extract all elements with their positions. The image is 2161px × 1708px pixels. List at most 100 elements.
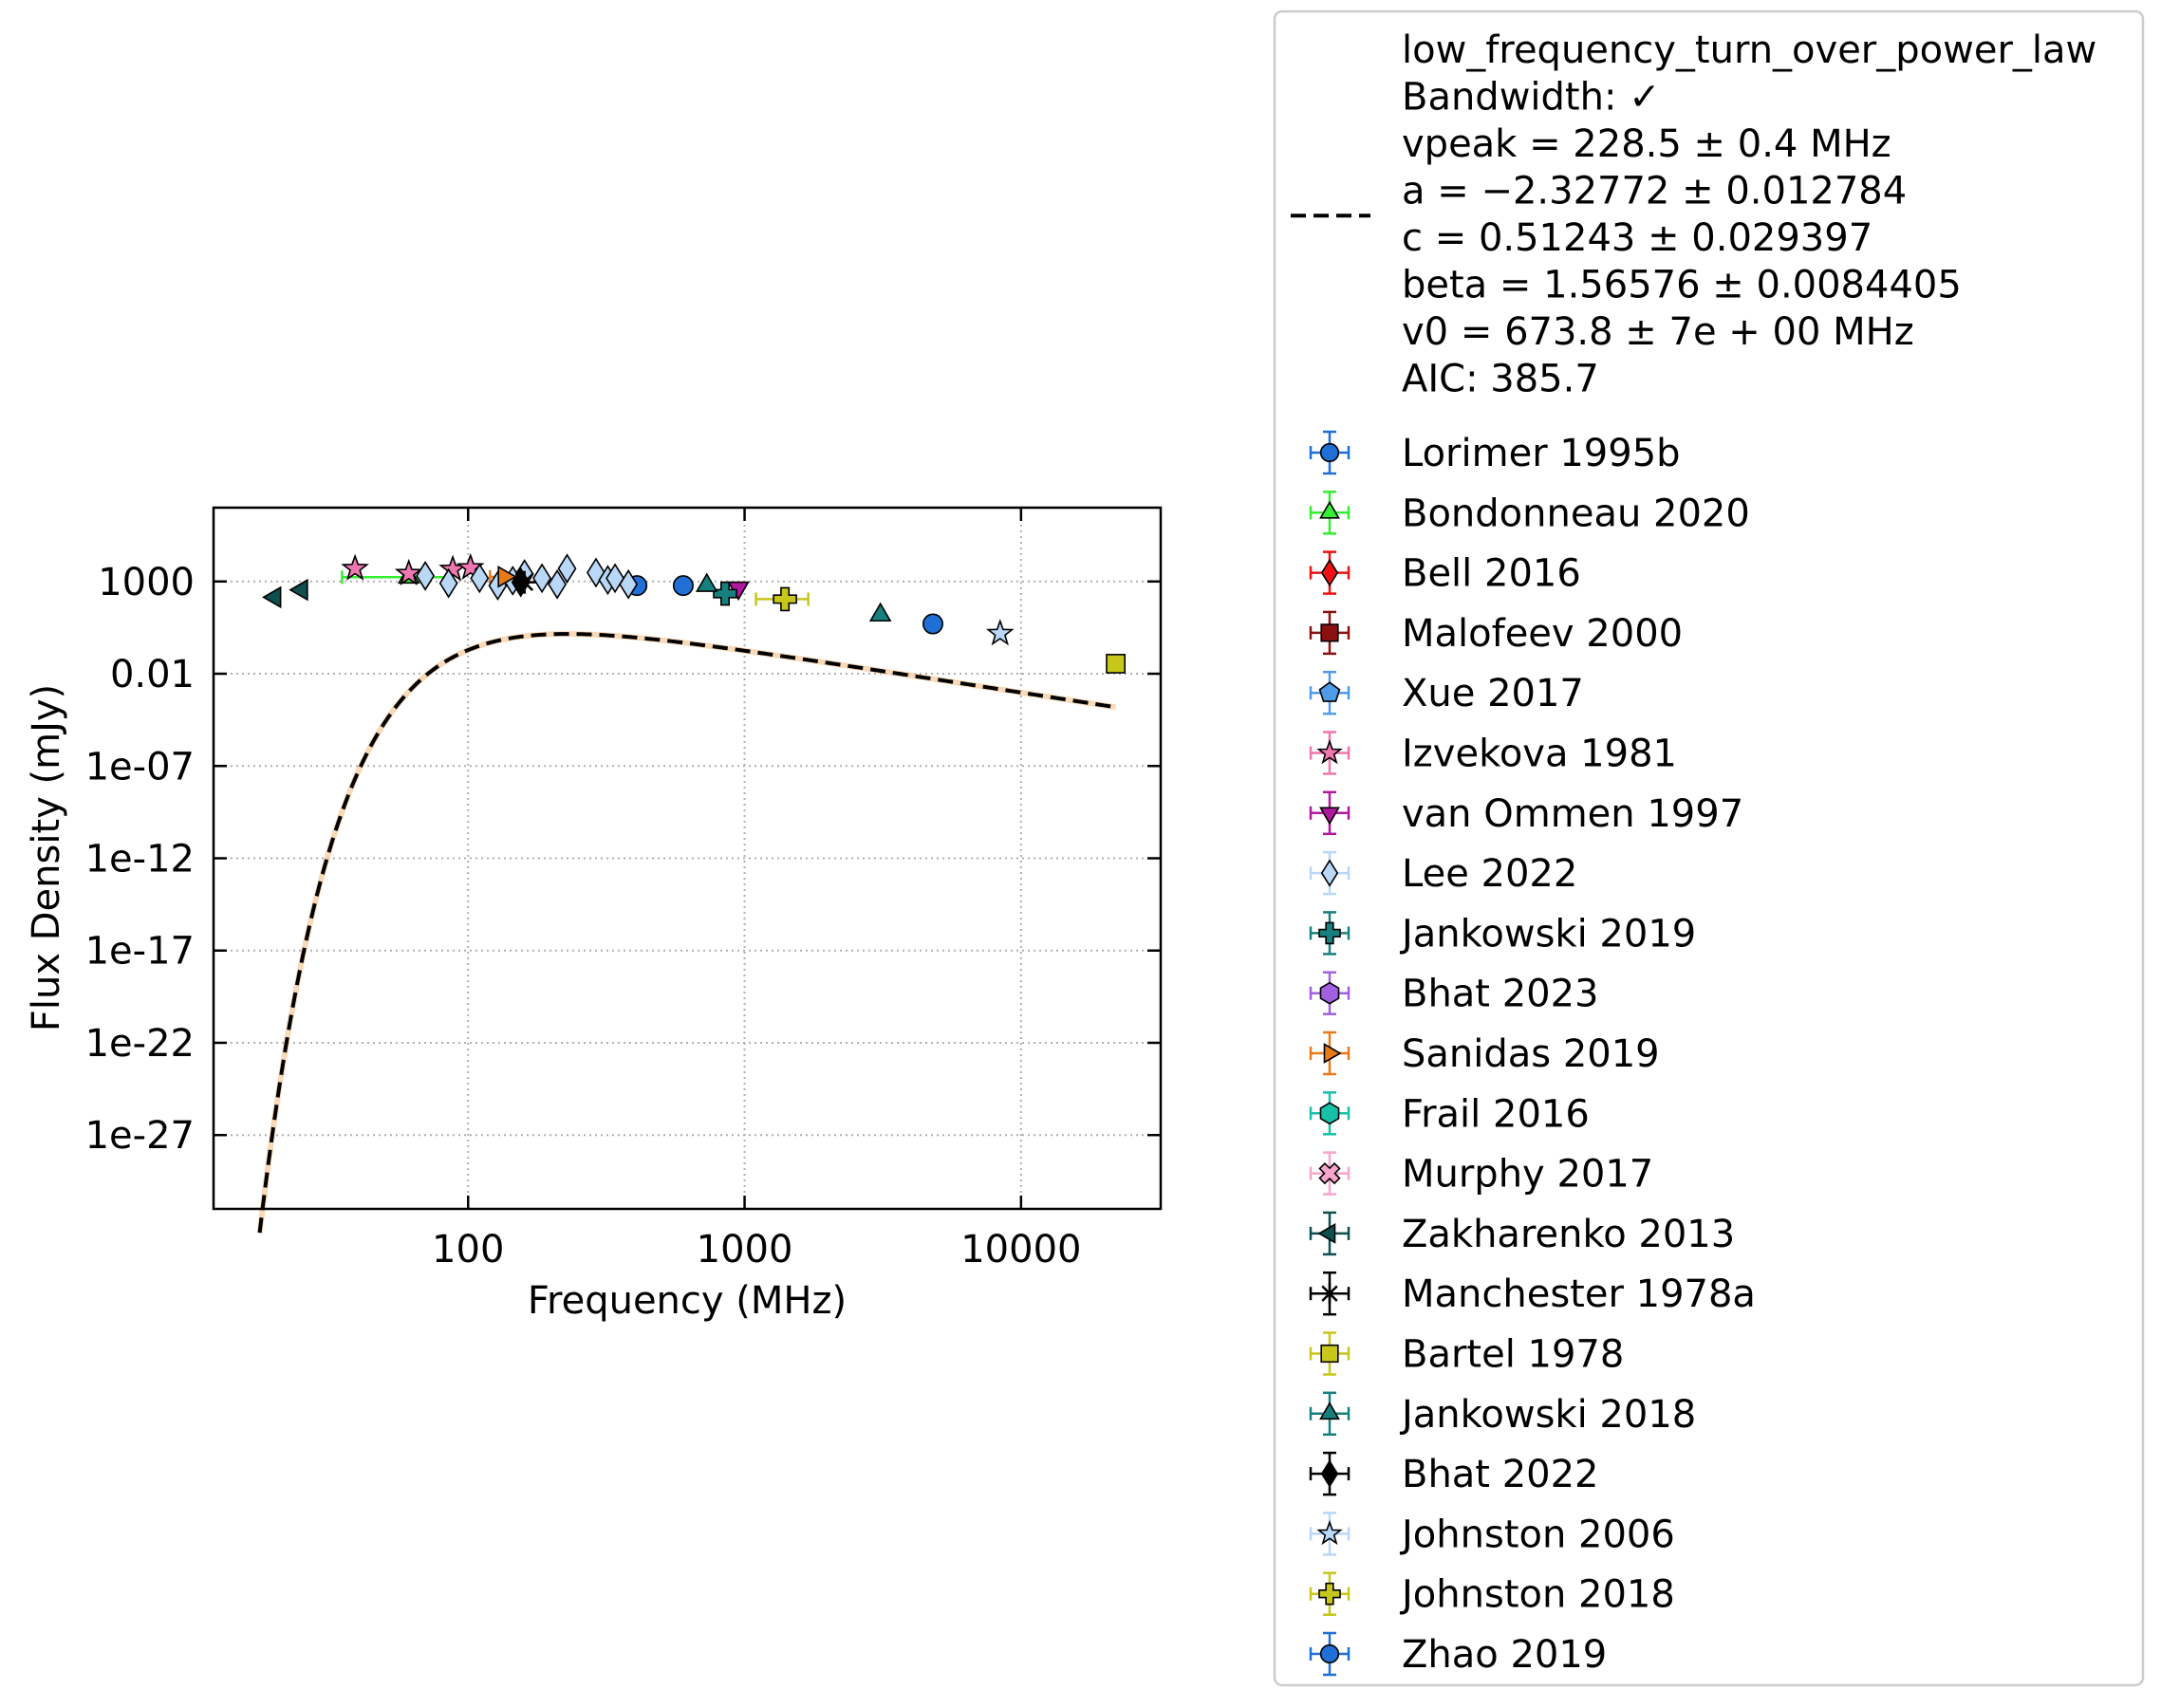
legend-item-lorimer-1995b: Lorimer 1995b — [1309, 430, 1681, 475]
zhao-2019-point — [672, 575, 694, 597]
legend-marker — [1320, 623, 1339, 642]
legend-label: Zakharenko 2013 — [1402, 1213, 1735, 1256]
legend-item-bondonneau-2020: Bondonneau 2020 — [1309, 491, 1750, 535]
legend-fit-text: low_frequency_turn_over_power_law — [1402, 28, 2096, 72]
legend-label: Bondonneau 2020 — [1402, 492, 1750, 535]
legend-series-entries: Lorimer 1995b Bondonneau 2020 Bell 2016 Mal… — [1309, 430, 1756, 1677]
legend-label: Sanidas 2019 — [1402, 1032, 1660, 1076]
legend-label: Bhat 2022 — [1402, 1453, 1599, 1496]
lee-2022-point — [548, 568, 568, 600]
legend-item-jankowski-2019: Jankowski 2019 — [1309, 911, 1696, 956]
legend-item-sanidas-2019: Sanidas 2019 — [1309, 1030, 1660, 1076]
legend-item-johnston-2006: Johnston 2006 — [1309, 1512, 1675, 1556]
legend-fit-text: v0 = 673.8 ± 7e + 00 MHz — [1402, 310, 1914, 354]
johnston-2018-point — [773, 586, 797, 612]
legend-label: Frail 2016 — [1402, 1092, 1590, 1136]
legend-fit-text: vpeak = 228.5 ± 0.4 MHz — [1402, 122, 1891, 166]
x-tick-label: 100 — [432, 1228, 504, 1272]
legend-label: Johnston 2018 — [1399, 1573, 1675, 1617]
legend-fit-entry: low_frequency_turn_over_power_lawBandwid… — [1291, 28, 2096, 401]
legend-fit-text: c = 0.51243 ± 0.029397 — [1402, 216, 1872, 260]
fit-curve — [257, 632, 1116, 1234]
jankowski-2018-point — [868, 602, 892, 622]
fit-uncertainty-band — [256, 631, 1117, 1234]
legend-item-zakharenko-2013: Zakharenko 2013 — [1309, 1211, 1735, 1256]
legend-marker — [1320, 558, 1339, 587]
y-tick-label: 1e-27 — [85, 1114, 195, 1158]
legend-fit-text: Bandwidth: ✓ — [1402, 76, 1661, 120]
legend-label: Bhat 2023 — [1402, 973, 1599, 1016]
bartel-1978-point — [1106, 654, 1126, 674]
legend-label: Johnston 2006 — [1399, 1513, 1675, 1556]
legend-label: Jankowski 2019 — [1399, 912, 1696, 956]
johnston-2006-point — [985, 619, 1015, 646]
legend-marker — [1318, 681, 1341, 702]
legend-marker — [1318, 1582, 1341, 1606]
zhao-2019-point — [922, 613, 943, 635]
lee-2022-point — [416, 561, 436, 591]
bhat-2022-point — [511, 566, 531, 598]
x-axis-title: Frequency (MHz) — [528, 1279, 847, 1323]
legend-marker — [1319, 442, 1340, 463]
legend-marker — [1320, 1344, 1339, 1364]
y-tick-label: 1000 — [98, 561, 195, 604]
legend-item-van-ommen-1997: van Ommen 1997 — [1309, 790, 1743, 836]
grid — [214, 508, 1161, 1209]
legend-frame — [1273, 9, 2145, 1687]
lee-2022-point — [557, 553, 577, 585]
legend-marker — [1318, 921, 1341, 945]
legend-item-frail-2016: Frail 2016 — [1309, 1091, 1590, 1136]
legend-marker — [1316, 1519, 1343, 1546]
legend-item-manchester-1978a: Manchester 1978a — [1309, 1271, 1756, 1316]
data-points — [262, 552, 1126, 674]
legend-label: van Ommen 1997 — [1402, 792, 1743, 836]
legend-fit-text: AIC: 385.7 — [1402, 358, 1599, 401]
y-tick-label: 1e-12 — [85, 838, 195, 882]
legend-marker — [1319, 1283, 1340, 1305]
legend-item-jankowski-2018: Jankowski 2018 — [1309, 1391, 1696, 1437]
y-axis-title: Flux Density (mJy) — [25, 684, 68, 1031]
legend-marker-stroke — [1321, 1285, 1338, 1302]
legend-item-johnston-2018: Johnston 2018 — [1309, 1571, 1675, 1617]
lee-2022-point — [438, 567, 458, 599]
legend-item-lee-2022: Lee 2022 — [1309, 850, 1577, 896]
lee-2022-point — [605, 563, 625, 594]
legend-marker — [1319, 1643, 1340, 1664]
lee-2022-point — [470, 563, 490, 594]
legend-label: Jankowski 2018 — [1399, 1393, 1696, 1437]
legend: low_frequency_turn_over_power_lawBandwid… — [1273, 9, 2145, 1687]
legend-marker — [1318, 1161, 1341, 1185]
lee-2022-point — [532, 563, 552, 594]
lee-2022-point — [619, 568, 639, 600]
legend-item-malofeev-2000: Malofeev 2000 — [1309, 610, 1683, 656]
legend-marker — [1319, 500, 1340, 519]
legend-marker — [1320, 859, 1339, 887]
zakharenko-2013-point — [289, 578, 308, 602]
legend-item-bartel-1978: Bartel 1978 — [1309, 1331, 1624, 1377]
legend-marker — [1320, 1459, 1339, 1488]
fit-curve-layer — [256, 631, 1117, 1234]
axis-ticks: 100 1000 10000 1000 0.01 1e-07 1e-12 1e-17 1e-22… — [85, 508, 1161, 1272]
legend-marker-shape — [1318, 1161, 1341, 1185]
legend-item-xue-2017: Xue 2017 — [1309, 670, 1584, 715]
legend-marker — [1323, 1043, 1342, 1064]
legend-label: Lee 2022 — [1402, 852, 1577, 896]
legend-label: Bell 2016 — [1402, 552, 1581, 596]
x-tick-label: 1000 — [697, 1228, 793, 1272]
legend-marker — [1319, 981, 1340, 1005]
legend-item-murphy-2017: Murphy 2017 — [1309, 1151, 1653, 1197]
y-tick-label: 1e-17 — [85, 930, 195, 974]
legend-item-bhat-2022: Bhat 2022 — [1309, 1451, 1599, 1496]
legend-label: Xue 2017 — [1402, 672, 1584, 715]
legend-item-izvekova-1981: Izvekova 1981 — [1309, 731, 1677, 776]
legend-label: Murphy 2017 — [1402, 1153, 1653, 1197]
legend-item-bell-2016: Bell 2016 — [1309, 550, 1581, 596]
y-tick-label: 0.01 — [110, 653, 195, 696]
legend-marker — [1319, 1402, 1340, 1420]
legend-label: Bartel 1978 — [1402, 1333, 1624, 1377]
legend-fit-text: beta = 1.56576 ± 0.0084405 — [1402, 264, 1962, 307]
legend-fit-text: a = −2.32772 ± 0.012784 — [1402, 170, 1907, 214]
zakharenko-2013-point — [262, 585, 282, 609]
legend-marker — [1317, 1222, 1336, 1244]
